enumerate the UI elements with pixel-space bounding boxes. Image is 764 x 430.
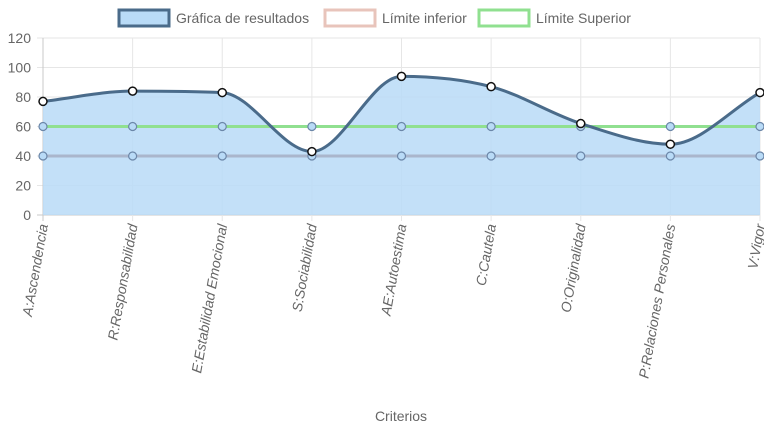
legend-item-2[interactable]: Límite inferior bbox=[323, 8, 467, 28]
data-point-s2-8[interactable] bbox=[665, 151, 675, 161]
data-point-s1-6[interactable] bbox=[486, 81, 496, 92]
x-tick-label: AE:Autoestima bbox=[377, 223, 409, 318]
y-tick-label: 0 bbox=[23, 207, 31, 223]
data-point-s3-9[interactable] bbox=[755, 121, 764, 132]
data-point-s2-6[interactable] bbox=[486, 151, 496, 161]
data-point-s1-4[interactable] bbox=[307, 146, 317, 157]
data-point-s1-8[interactable] bbox=[665, 139, 676, 149]
y-tick-label: 20 bbox=[15, 178, 31, 194]
x-tick-label: C:Cautela bbox=[473, 223, 500, 287]
legend-item-1[interactable]: Gráfica de resultados bbox=[117, 8, 309, 28]
x-tick-label: E:Estabilidad Emocional bbox=[188, 222, 230, 374]
y-tick-label: 80 bbox=[15, 89, 31, 105]
x-tick-label: O:Originalidad bbox=[557, 222, 589, 314]
data-point-s2-1[interactable] bbox=[38, 151, 48, 161]
data-point-s3-1[interactable] bbox=[38, 121, 48, 132]
data-point-s3-3[interactable] bbox=[217, 121, 227, 132]
y-tick-label: 100 bbox=[8, 60, 32, 76]
data-point-s1-3[interactable] bbox=[217, 87, 227, 98]
y-axis-ticks: 0 20 40 60 80 100 120 bbox=[8, 30, 32, 223]
data-point-s2-7[interactable] bbox=[576, 151, 586, 161]
chart-legend: Gráfica de resultados Límite inferior Lími… bbox=[117, 8, 631, 28]
x-tick-label: S:Sociabilidad bbox=[289, 222, 320, 313]
x-tick-label: A:Ascendencia bbox=[19, 223, 51, 319]
legend-label: Gráfica de resultados bbox=[176, 10, 309, 26]
x-tick-label: V:Vigor bbox=[744, 221, 764, 270]
y-tick-label: 40 bbox=[15, 148, 31, 164]
legend-swatch bbox=[117, 8, 171, 28]
data-point-s1-9[interactable] bbox=[755, 87, 764, 98]
data-point-s1-5[interactable] bbox=[396, 71, 407, 82]
data-point-s2-5[interactable] bbox=[396, 151, 407, 161]
legend-swatch bbox=[477, 8, 531, 28]
legend-label: Límite Superior bbox=[536, 10, 631, 26]
y-tick-label: 120 bbox=[8, 30, 32, 46]
x-tick-label: P:Relaciones Personales bbox=[635, 223, 678, 380]
y-tick-label: 60 bbox=[15, 119, 31, 135]
data-point-s2-2[interactable] bbox=[128, 151, 138, 161]
data-point-s1-7[interactable] bbox=[576, 118, 586, 129]
data-point-s1-1[interactable] bbox=[38, 96, 48, 107]
data-point-s3-4[interactable] bbox=[307, 121, 317, 132]
legend-label: Límite inferior bbox=[382, 10, 467, 26]
data-point-s3-8[interactable] bbox=[665, 121, 675, 132]
x-axis-ticks: A:Ascendencia R:Responsabilidad E:Estabili… bbox=[19, 221, 764, 379]
series-area-1 bbox=[43, 76, 760, 215]
data-point-s2-3[interactable] bbox=[217, 151, 227, 161]
chart-series bbox=[38, 71, 764, 215]
data-point-s3-2[interactable] bbox=[128, 121, 138, 132]
data-point-s3-6[interactable] bbox=[486, 121, 496, 132]
data-point-s2-9[interactable] bbox=[755, 151, 764, 161]
x-tick-label: R:Responsabilidad bbox=[104, 222, 140, 342]
legend-swatch bbox=[323, 8, 377, 28]
data-point-s3-5[interactable] bbox=[396, 121, 407, 132]
data-point-s1-2[interactable] bbox=[127, 86, 138, 96]
x-axis-title: Criterios bbox=[375, 408, 427, 424]
legend-item-3[interactable]: Límite Superior bbox=[477, 8, 631, 28]
